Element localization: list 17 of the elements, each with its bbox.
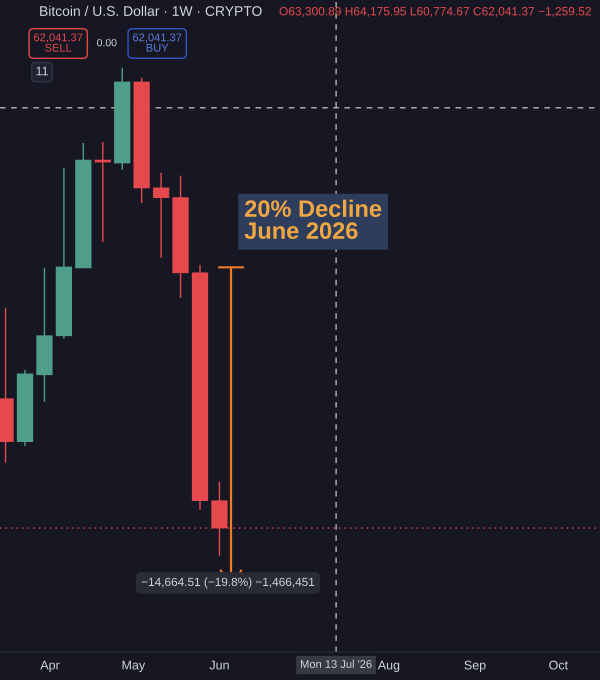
ref-line-label: Mon 13 Jul '26: [301, 660, 372, 668]
chart-title: Bitcoin / U.S. Dollar · 1W · CRYPTO: [40, 6, 262, 16]
x-tick-label: Sep: [464, 660, 486, 672]
candlestick: [94, 141, 111, 243]
text: −14,664.51 (−19.8%) −1,466,451: [142, 577, 314, 588]
x-tick-label: May: [122, 660, 146, 672]
candlestick: [152, 172, 170, 258]
chart-subtitle: O63,300.89 H64,175.95 L60,774.67 C62,041.37 −1,259.52: [280, 6, 591, 17]
x-tick-label: Apr: [40, 660, 60, 672]
annotation: 20% Decline June 2026: [244, 200, 382, 240]
text: 62,041.37 BUY: [133, 33, 182, 52]
text: 0.00: [97, 38, 117, 46]
x-tick-label: Aug: [378, 660, 400, 672]
annotation: 11: [36, 66, 48, 76]
x-tick-label: Jun: [210, 660, 229, 670]
x-tick-label: Oct: [549, 660, 568, 670]
text: 62,041.37 SELL: [34, 33, 82, 52]
